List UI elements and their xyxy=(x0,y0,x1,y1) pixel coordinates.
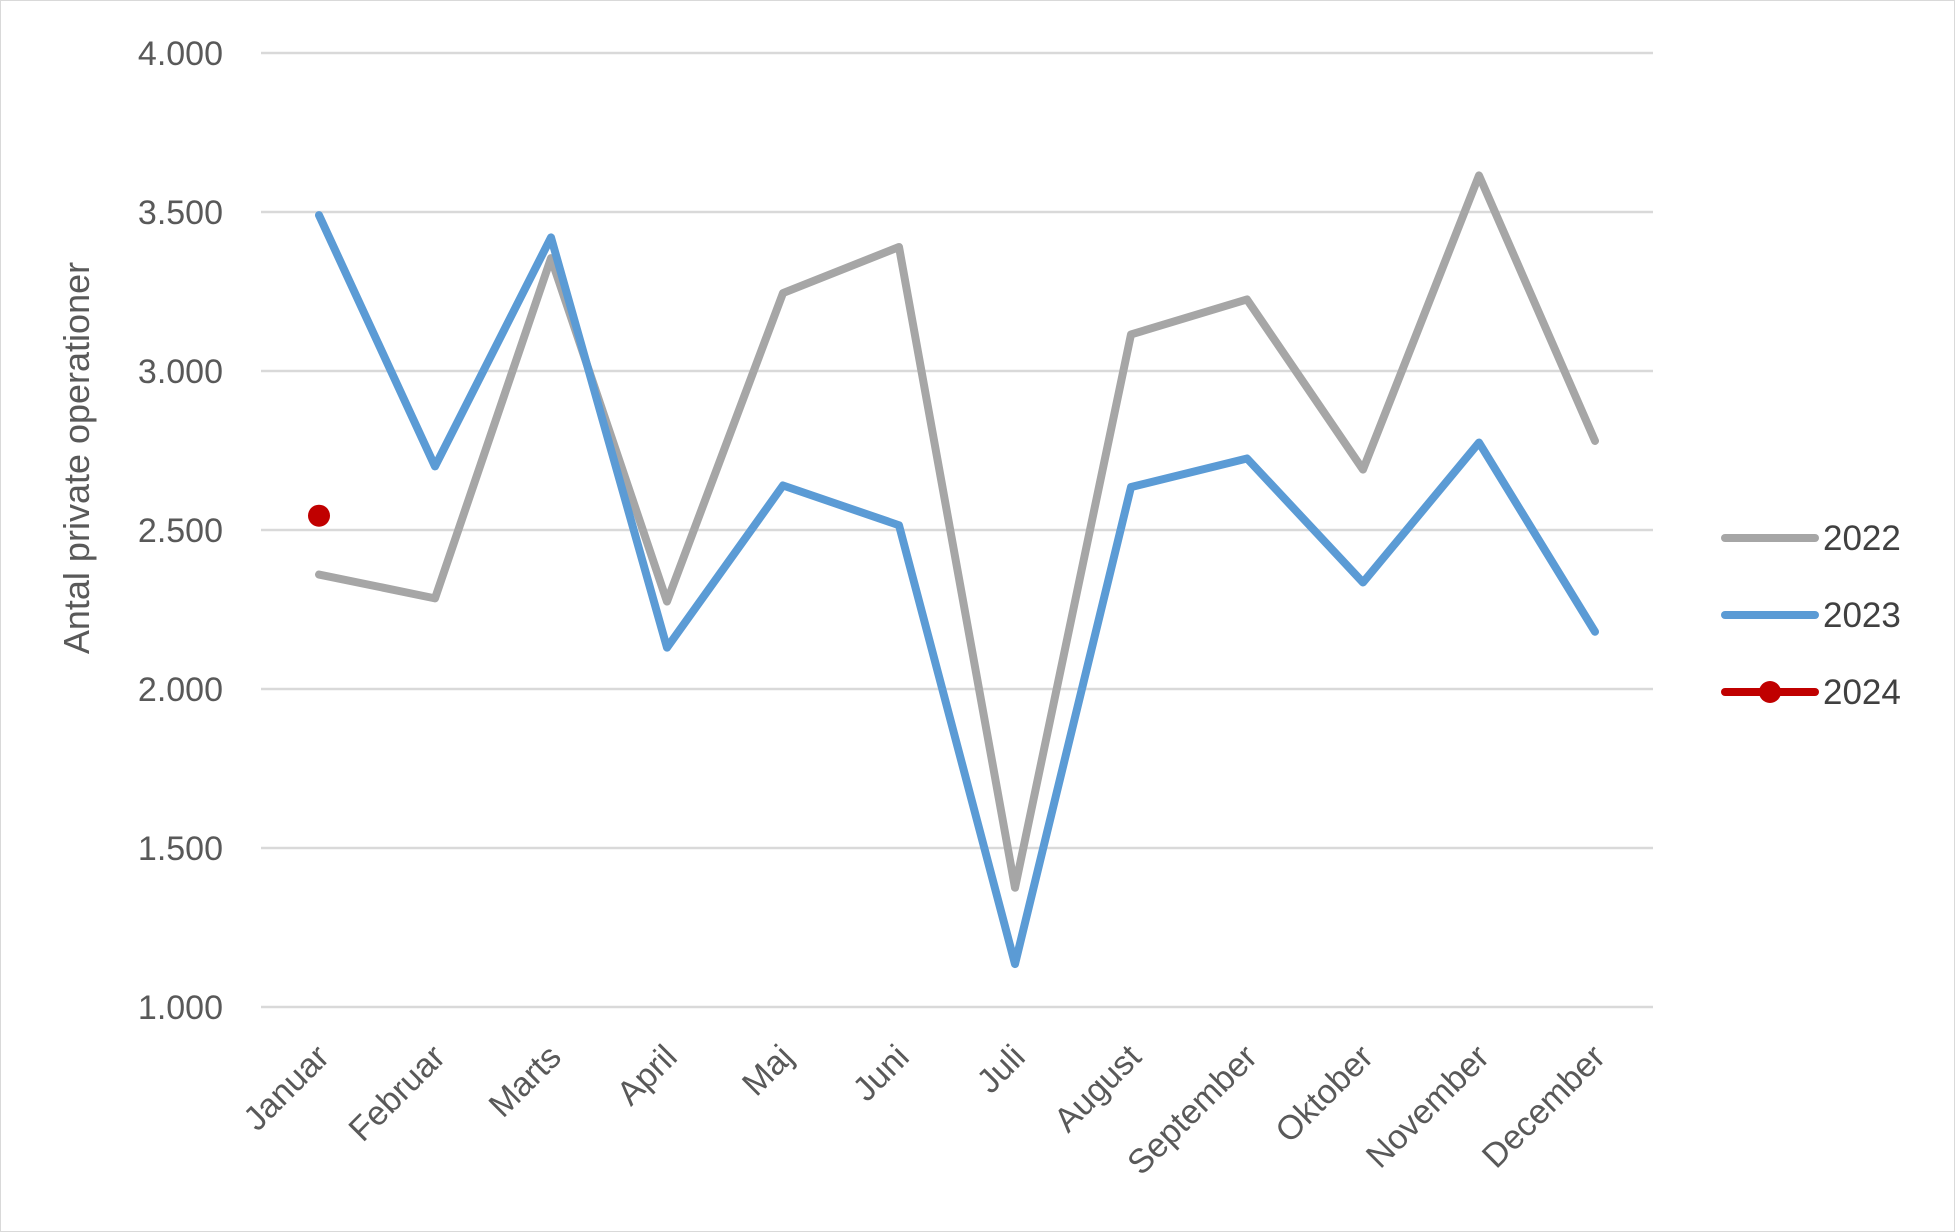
series-lines xyxy=(308,171,1599,969)
y-tick-label: 2.000 xyxy=(138,671,223,709)
x-tick-label: November xyxy=(1359,1038,1497,1176)
y-tick-label: 2.500 xyxy=(138,512,223,550)
y-tick-label: 4.000 xyxy=(138,35,223,73)
gridlines xyxy=(261,51,1653,1009)
y-tick-label: 3.000 xyxy=(138,353,223,391)
x-tick-label: Maj xyxy=(735,1038,801,1104)
legend-item-2024: 2024 xyxy=(1721,673,1901,712)
x-tick-label: Oktober xyxy=(1268,1038,1380,1150)
x-tick-label: December xyxy=(1475,1038,1613,1176)
x-tick-label: August xyxy=(1047,1037,1149,1139)
x-tick-label: Marts xyxy=(482,1038,569,1125)
x-tick-label: Juni xyxy=(846,1038,917,1109)
y-axis-title: Antal private operationer xyxy=(56,262,97,654)
x-tick-label: Juli xyxy=(970,1038,1033,1101)
series-line-2022 xyxy=(315,171,1599,892)
legend-marker xyxy=(1759,681,1781,703)
data-point-2024-Januar xyxy=(308,504,330,527)
x-tick-label: Februar xyxy=(342,1038,453,1149)
legend-item-2022: 2022 xyxy=(1721,519,1901,558)
y-axis-ticks: 1.000 1.500 2.000 2.500 3.000 3.500 4.000 xyxy=(138,35,223,1027)
y-tick-label: 1.000 xyxy=(138,989,223,1027)
y-tick-label: 3.500 xyxy=(138,194,223,232)
legend: 2022 2023 2024 xyxy=(1721,519,1901,712)
legend-item-2023: 2023 xyxy=(1721,596,1901,635)
y-tick-label: 1.500 xyxy=(138,830,223,868)
legend-label: 2023 xyxy=(1823,596,1901,635)
legend-label: 2022 xyxy=(1823,519,1901,558)
x-tick-label: Januar xyxy=(236,1038,336,1138)
legend-label: 2024 xyxy=(1823,673,1901,712)
x-tick-label: April xyxy=(610,1038,685,1113)
series-line-2023 xyxy=(315,211,1599,969)
x-axis-ticks: Januar Februar Marts April Maj Juni Juli August… xyxy=(236,1037,1612,1182)
